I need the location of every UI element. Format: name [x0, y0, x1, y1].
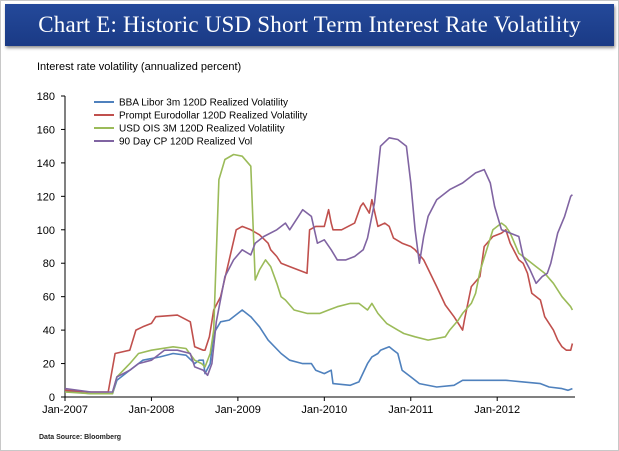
legend-label-1: BBA Libor 3m 120D Realized Volatility [119, 98, 288, 109]
x-tick-label: Jan-2008 [129, 404, 175, 416]
x-tick-label: Jan-2011 [388, 404, 433, 416]
series-line-4 [64, 137, 573, 393]
legend-label-4: 90 Day CP 120D Realized Vol [119, 137, 252, 148]
y-tick-label: 60 [43, 292, 55, 304]
y-tick-label: 120 [37, 191, 55, 203]
title-banner: Chart E: Historic USD Short Term Interes… [5, 4, 614, 46]
series-line-2 [64, 198, 574, 393]
y-tick-label: 180 [37, 91, 55, 103]
series-line-1 [64, 309, 573, 395]
y-tick-label: 0 [49, 392, 55, 404]
y-tick-label: 40 [43, 325, 55, 337]
x-tick-label: Jan-2009 [215, 404, 261, 416]
y-tick-label: 160 [37, 124, 55, 136]
y-axis-label: Interest rate volatility (annualized per… [37, 61, 242, 73]
legend-label-2: Prompt Eurodollar 120D Realized Volatili… [119, 111, 307, 122]
y-tick-label: 140 [37, 158, 55, 170]
series-line-3 [64, 153, 574, 395]
chart-title: Chart E: Historic USD Short Term Interes… [38, 12, 581, 37]
legend-label-3: USD OIS 3M 120D Realized Volatility [119, 124, 285, 135]
x-tick-label: Jan-2007 [42, 404, 88, 416]
y-tick-label: 80 [43, 258, 55, 270]
source-note: Data Source: Bloomberg [39, 434, 122, 441]
x-tick-label: Jan-2010 [301, 404, 347, 416]
y-tick-label: 20 [43, 359, 55, 371]
y-tick-label: 100 [37, 225, 55, 237]
x-tick-label: Jan-2012 [474, 404, 520, 416]
